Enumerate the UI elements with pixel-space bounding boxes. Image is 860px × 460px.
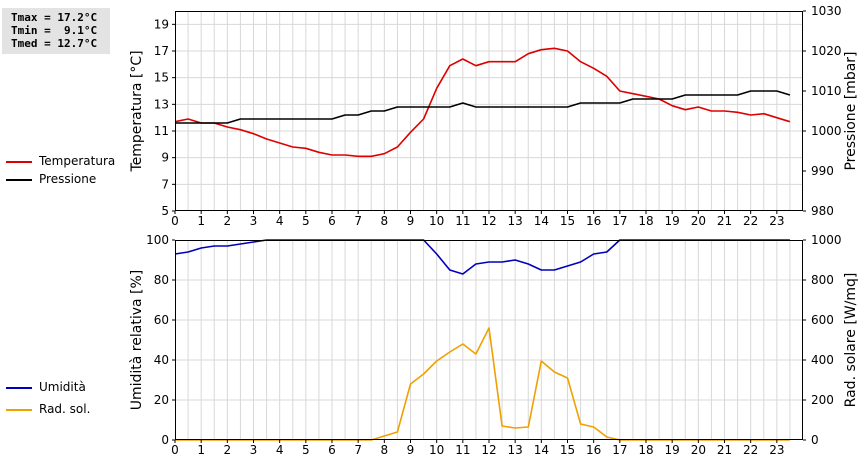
legend-temperatura-line — [6, 161, 32, 163]
y2-axis-title: Pressione [mbar] — [843, 51, 859, 170]
x-tick-label: 14 — [534, 214, 549, 228]
x-tick-label: 7 — [354, 214, 362, 228]
x-tick-label: 3 — [250, 214, 258, 228]
plot-frame-bottom — [175, 240, 803, 440]
x-tick-label: 5 — [302, 214, 310, 228]
y2-tick-label: 990 — [811, 164, 834, 178]
y-tick-label: 9 — [161, 151, 169, 165]
y2-tick-label: 1000 — [811, 233, 842, 247]
legend-radsol-line — [6, 409, 32, 411]
x-tick-label: 9 — [407, 443, 415, 457]
y2-tick-label: 980 — [811, 204, 834, 218]
y-tick-label: 20 — [154, 393, 169, 407]
grid-bottom — [175, 240, 803, 440]
x-tick-label: 16 — [586, 443, 601, 457]
y-tick-label: 17 — [154, 44, 169, 58]
x-tick-label: 6 — [328, 214, 336, 228]
x-tick-label: 15 — [560, 214, 575, 228]
legend-temperatura-label: Temperatura — [39, 154, 116, 168]
x-tick-label: 22 — [743, 443, 758, 457]
y-tick-label: 5 — [161, 204, 169, 218]
x-tick-label: 19 — [665, 214, 680, 228]
x-tick-label: 2 — [224, 443, 232, 457]
y-tick-label: 19 — [154, 17, 169, 31]
stat-tmed: Tmed = 12.7°C — [11, 37, 98, 50]
y-axis-title: Temperatura [°C] — [129, 50, 145, 172]
x-tick-label: 7 — [354, 443, 362, 457]
y-axis-title: Umidità relativa [%] — [129, 270, 145, 411]
x-tick-label: 6 — [328, 443, 336, 457]
x-tick-label: 4 — [276, 214, 284, 228]
x-tick-label: 10 — [429, 443, 444, 457]
plot-frame-top — [175, 11, 803, 211]
x-tick-label: 23 — [769, 214, 784, 228]
x-tick-label: 5 — [302, 443, 310, 457]
x-tick-label: 23 — [769, 443, 784, 457]
x-tick-label: 13 — [508, 214, 523, 228]
x-tick-label: 13 — [508, 443, 523, 457]
legend-radsol-label: Rad. sol. — [39, 402, 91, 416]
y2-tick-label: 600 — [811, 313, 834, 327]
series-line-temperatura — [174, 47, 791, 158]
x-tick-label: 9 — [407, 214, 415, 228]
y-tick-label: 0 — [161, 433, 169, 447]
y-tick-label: 80 — [154, 273, 169, 287]
y-tick-label: 40 — [154, 353, 169, 367]
y2-tick-label: 800 — [811, 273, 834, 287]
stat-tmax: Tmax = 17.2°C — [11, 11, 98, 24]
y-tick-label: 60 — [154, 313, 169, 327]
x-tick-label: 0 — [171, 214, 179, 228]
x-tick-label: 17 — [612, 214, 627, 228]
x-tick-label: 21 — [717, 443, 732, 457]
x-tick-label: 14 — [534, 443, 549, 457]
x-tick-label: 0 — [171, 443, 179, 457]
x-tick-label: 20 — [691, 443, 706, 457]
y2-tick-label: 1000 — [811, 124, 842, 138]
y-tick-label: 100 — [146, 233, 169, 247]
y2-tick-label: 0 — [811, 433, 819, 447]
x-tick-label: 3 — [250, 443, 258, 457]
x-tick-label: 8 — [381, 443, 389, 457]
chart-temperature-pressure: 0 1 2 3 4 5 6 7 8 9 10 11 12 13 14 15 16 17 18 19 20 21 22 2357… — [129, 4, 859, 228]
y-tick-label: 11 — [154, 124, 169, 138]
y2-tick-label: 1030 — [811, 4, 842, 18]
y2-tick-label: 1020 — [811, 44, 842, 58]
legend-pressione-label: Pressione — [39, 172, 97, 186]
x-tick-label: 18 — [638, 214, 653, 228]
y2-tick-label: 200 — [811, 393, 834, 407]
x-tick-label: 1 — [197, 214, 205, 228]
y2-tick-label: 400 — [811, 353, 834, 367]
x-tick-label: 18 — [638, 443, 653, 457]
x-tick-label: 2 — [224, 214, 232, 228]
x-tick-label: 21 — [717, 214, 732, 228]
x-tick-label: 12 — [481, 443, 496, 457]
x-tick-label: 8 — [381, 214, 389, 228]
y-tick-label: 15 — [154, 71, 169, 85]
stats-box: Tmax = 17.2°C Tmin = 9.1°C Tmed = 12.7°C — [2, 8, 110, 54]
x-tick-label: 20 — [691, 214, 706, 228]
legend-umidita-label: Umidità — [39, 380, 86, 394]
x-tick-label: 15 — [560, 443, 575, 457]
chart-humidity-radiation: 0 1 2 3 4 5 6 7 8 9 10 11 12 13 14 15 16 17 18 19 20 21 22 2302… — [129, 233, 859, 457]
x-tick-label: 16 — [586, 214, 601, 228]
x-tick-label: 4 — [276, 443, 284, 457]
x-tick-label: 10 — [429, 214, 444, 228]
x-tick-label: 19 — [665, 443, 680, 457]
x-tick-label: 22 — [743, 214, 758, 228]
grid-top — [175, 11, 803, 211]
y2-tick-label: 1010 — [811, 84, 842, 98]
y2-axis-title: Rad. solare [W/mq] — [843, 273, 859, 408]
x-tick-label: 11 — [455, 443, 470, 457]
x-tick-label: 12 — [481, 214, 496, 228]
y-tick-label: 13 — [154, 97, 169, 111]
series-line-pressione — [175, 90, 791, 124]
legend-umidita-line — [6, 387, 32, 389]
y-tick-label: 7 — [161, 177, 169, 191]
stat-tmin: Tmin = 9.1°C — [11, 24, 98, 37]
legend-pressione-line — [6, 179, 32, 181]
x-tick-label: 17 — [612, 443, 627, 457]
x-tick-label: 1 — [197, 443, 205, 457]
x-tick-label: 11 — [455, 214, 470, 228]
